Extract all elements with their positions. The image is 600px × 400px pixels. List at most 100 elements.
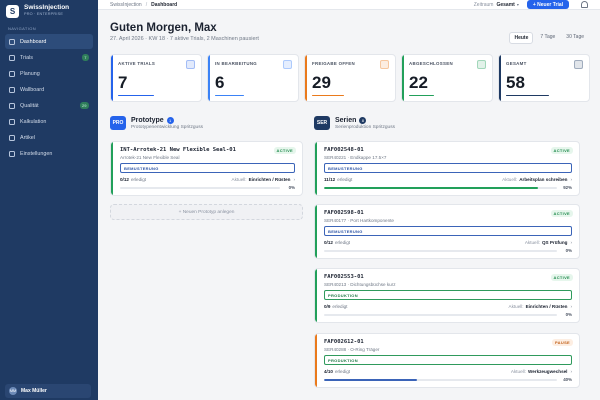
card-accent — [315, 334, 317, 387]
nav-heading: NAVIGATION — [8, 26, 37, 31]
zeitraum-label: Zeitraum — [473, 1, 494, 8]
sidebar-item-label: Dashboard — [20, 38, 47, 45]
trial-card[interactable]: FAF002553-01 SER40213 · Dichtungsbüchse … — [314, 268, 580, 323]
calculator-icon — [9, 118, 15, 125]
sidebar-item-label: Wallboard — [20, 86, 45, 93]
current-step[interactable]: QS Prüfung — [541, 240, 568, 245]
trial-card[interactable]: INT-Arrotek-21 New Flexible Seal-01 Arro… — [110, 141, 303, 196]
step-count: 11/12 — [324, 177, 336, 182]
sidebar-item-trials[interactable]: Trials 7 — [5, 50, 93, 65]
card-accent — [315, 142, 317, 195]
progress-percent: 0% — [288, 185, 295, 190]
activity-icon — [283, 60, 292, 69]
sidebar-item-planung[interactable]: Planung — [5, 66, 93, 81]
page-title: Guten Morgen, Max — [110, 22, 217, 34]
brand-name: SwissInjection — [24, 4, 70, 12]
sidebar-item-artikel[interactable]: Artikel — [5, 130, 93, 145]
sidebar-item-label: Qualität — [20, 102, 39, 109]
kpi-label: AKTIVE TRIALS — [118, 61, 156, 66]
bell-icon[interactable] — [581, 1, 588, 8]
user-name: Max Müller — [21, 388, 47, 394]
serien-code: SER — [314, 116, 330, 130]
trial-description: SER40288 · O-Ring Träger — [324, 347, 380, 352]
prototype-count: 1 — [166, 116, 174, 124]
calendar-icon — [9, 70, 15, 77]
kpi-value: 22 — [409, 73, 428, 92]
prototype-title: Prototype — [131, 116, 164, 124]
trial-description: SER40221 · Endkappe 17.5×7 — [324, 155, 387, 160]
current-step[interactable]: Werkzeugwechsel — [527, 369, 568, 374]
add-prototype-button[interactable]: + Neuen Prototyp anlegen — [110, 204, 303, 220]
trial-id: FAF002598-01 — [324, 210, 364, 216]
brand-sub: PRO · ENTERPRISE — [24, 11, 64, 16]
breadcrumb-current: Dashboard — [151, 1, 178, 8]
chevron-right-icon[interactable]: › — [570, 369, 572, 374]
trial-card[interactable]: FAF002598-01 SER40177 · Port Hartkompone… — [314, 204, 580, 259]
kpi-card[interactable]: IN BEARBEITUNG 6 — [207, 54, 299, 102]
sidebar-item-einstellungen[interactable]: Einstellungen — [5, 146, 93, 161]
topbar: SwissInjection / Dashboard Zeitraum Gesa… — [98, 0, 600, 10]
progress-percent: 0% — [565, 312, 572, 317]
play-icon — [186, 60, 195, 69]
kpi-accent — [208, 55, 210, 101]
kpi-accent — [499, 55, 501, 101]
step-count: 0/9 — [324, 304, 331, 309]
sidebar-item-label: Einstellungen — [20, 150, 53, 157]
step-count-suffix: erledigt — [334, 240, 351, 245]
current-step-label: Aktuell: — [524, 240, 540, 245]
phase-badge: PRODUKTION — [324, 355, 572, 365]
kpi-card[interactable]: FREIGABE OFFEN 29 — [304, 54, 396, 102]
sidebar: S SwissInjection PRO · ENTERPRISE NAVIGA… — [0, 0, 98, 400]
step-count: 4/10 — [324, 369, 333, 374]
step-count: 0/12 — [324, 240, 333, 245]
sidebar-item-qualitaet[interactable]: Qualität 29 — [5, 98, 93, 113]
monitor-icon — [9, 86, 15, 93]
kpi-card[interactable]: GESAMT 58 — [498, 54, 590, 102]
progress-bar — [324, 378, 557, 381]
chevron-right-icon[interactable]: › — [570, 177, 572, 182]
sidebar-item-dashboard[interactable]: Dashboard — [5, 34, 93, 49]
range-30days-button[interactable]: 30 Tage — [566, 34, 584, 40]
card-accent — [111, 142, 113, 195]
brand[interactable]: S SwissInjection PRO · ENTERPRISE — [0, 0, 98, 22]
kpi-value: 7 — [118, 73, 128, 92]
avatar: MM — [9, 387, 17, 395]
user-menu[interactable]: MM Max Müller — [5, 384, 91, 398]
range-7days-button[interactable]: 7 Tage — [540, 34, 556, 40]
page-subtitle: 27. April 2026 · KW 18 · 7 aktive Trials… — [110, 36, 259, 42]
serien-title: Serien — [335, 116, 357, 124]
trial-card[interactable]: FAF002548-01 SER40221 · Endkappe 17.5×7 … — [314, 141, 580, 196]
chevron-right-icon[interactable]: › — [570, 304, 572, 309]
chevron-right-icon[interactable]: › — [570, 240, 572, 245]
status-badge: ACTIVE — [273, 147, 296, 154]
serien-count: 8 — [359, 116, 367, 124]
kpi-card[interactable]: ABGESCHLOSSEN 22 — [401, 54, 493, 102]
zeitraum-select[interactable]: Gesamt — [496, 1, 515, 8]
package-icon — [9, 134, 15, 141]
kpi-card[interactable]: AKTIVE TRIALS 7 — [110, 54, 202, 102]
trial-card[interactable]: FAF002612-01 SER40288 · O-Ring Träger PA… — [314, 333, 580, 388]
kpi-bar — [506, 94, 550, 96]
current-step[interactable]: Arbeitsplan schreiben — [519, 177, 568, 182]
progress-bar — [324, 313, 557, 316]
status-badge: ACTIVE — [550, 210, 573, 217]
trial-description: Arrotek-21 New Flexible Seal — [120, 155, 180, 160]
chevron-down-icon[interactable]: ▾ — [516, 2, 519, 7]
sidebar-item-label: Kalkulation — [20, 118, 47, 125]
qualitaet-badge: 29 — [79, 102, 89, 109]
kpi-bar — [118, 94, 154, 96]
breadcrumb-root[interactable]: SwissInjection — [110, 1, 142, 8]
trial-description: SER40177 · Port Hartkomponente — [324, 218, 394, 223]
kpi-value: 58 — [506, 73, 525, 92]
range-today-button[interactable]: Heute — [509, 32, 534, 44]
chevron-right-icon[interactable]: › — [293, 177, 295, 182]
new-trial-button[interactable]: + Neuer Trial — [526, 0, 569, 9]
grid-icon — [574, 60, 583, 69]
trials-badge: 7 — [81, 54, 89, 61]
hourglass-icon — [380, 60, 389, 69]
sidebar-item-wallboard[interactable]: Wallboard — [5, 82, 93, 97]
kpi-bar — [409, 94, 435, 96]
current-step[interactable]: Einrichten / Rüsten — [248, 177, 291, 182]
current-step[interactable]: Einrichten / Rüsten — [525, 304, 568, 309]
sidebar-item-kalkulation[interactable]: Kalkulation — [5, 114, 93, 129]
